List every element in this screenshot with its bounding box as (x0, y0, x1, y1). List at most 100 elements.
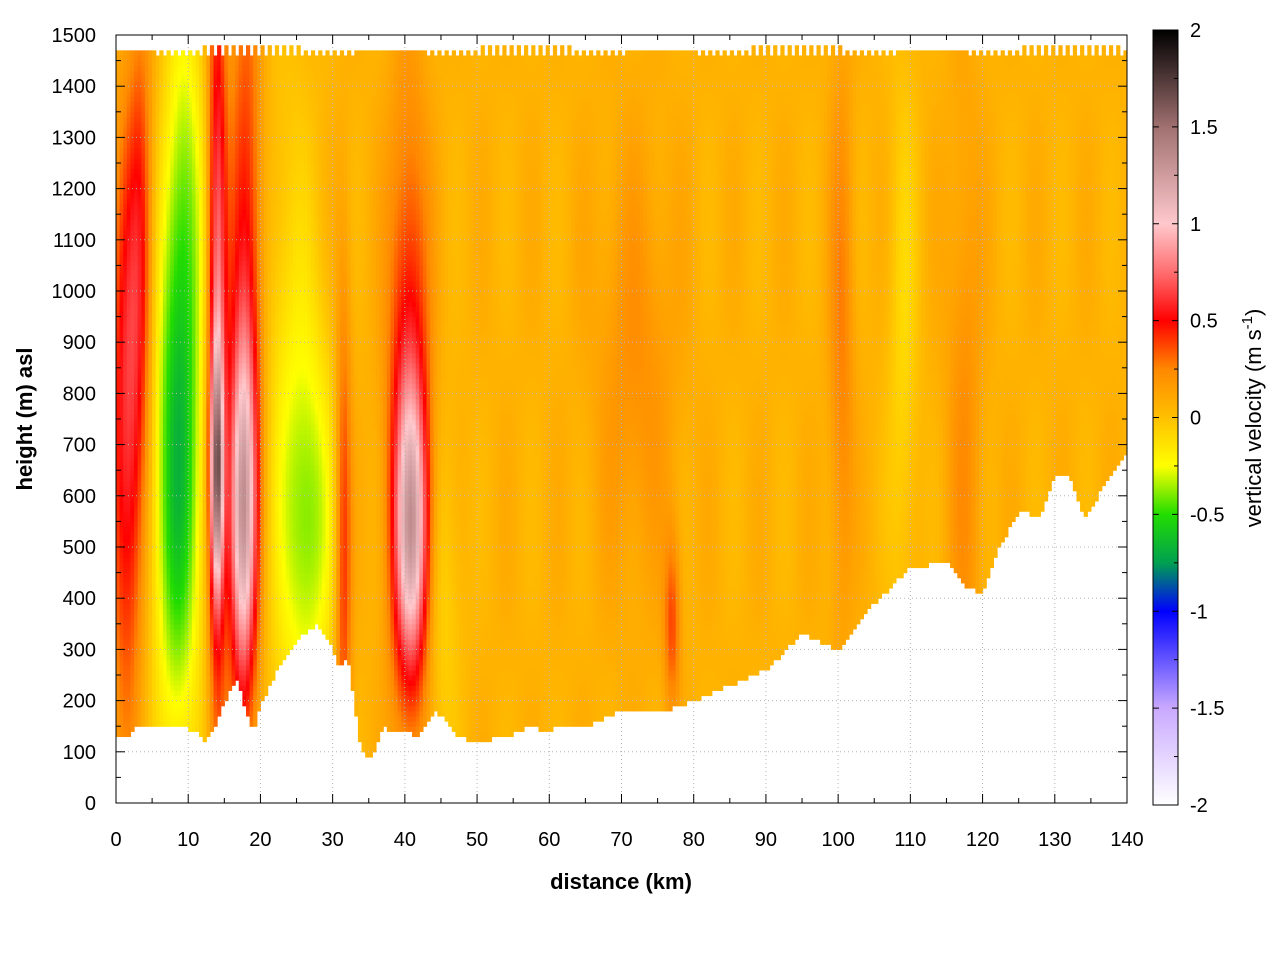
heatmap-cell (155, 398, 160, 405)
heatmap-cell (141, 628, 146, 635)
heatmap-cell (162, 465, 168, 471)
heatmap-cell (245, 193, 251, 200)
heatmap-cell (116, 50, 121, 57)
heatmap-cell (137, 531, 142, 538)
heatmap-cell (119, 511, 124, 517)
heatmap-cell (159, 65, 164, 72)
heatmap-cell (166, 485, 171, 492)
heatmap-cell (126, 316, 132, 323)
heatmap-cell (199, 552, 204, 558)
heatmap-cell (134, 470, 139, 476)
heatmap-cell (231, 675, 236, 681)
heatmap-cell (162, 649, 168, 656)
heatmap-cell (134, 250, 139, 256)
heatmap-cell (116, 60, 121, 67)
heatmap-cell (188, 419, 193, 425)
heatmap-cell (231, 296, 236, 302)
heatmap-cell (137, 311, 142, 318)
heatmap-cell (130, 516, 135, 522)
heatmap-cell (123, 490, 128, 497)
heatmap-cell (137, 306, 142, 313)
heatmap-cell (180, 132, 186, 138)
heatmap-cell (213, 173, 218, 179)
heatmap-cell (191, 296, 197, 302)
heatmap-cell (130, 710, 135, 717)
heatmap-cell (184, 685, 189, 691)
heatmap-cell (144, 398, 150, 405)
heatmap-cell (249, 608, 254, 615)
heatmap-cell (206, 495, 211, 502)
heatmap-cell (220, 101, 225, 108)
heatmap-cell (152, 552, 157, 558)
heatmap-cell (159, 383, 164, 389)
heatmap-cell (159, 193, 164, 200)
heatmap-cell (191, 511, 197, 517)
heatmap-cell (116, 618, 121, 625)
heatmap-cell (141, 475, 146, 482)
heatmap-cell (242, 111, 247, 118)
heatmap-cell (159, 203, 164, 210)
heatmap-cell (159, 572, 164, 579)
heatmap-cell (166, 219, 171, 226)
heatmap-cell (159, 408, 164, 415)
heatmap-cell (184, 260, 189, 266)
heatmap-cell (148, 454, 153, 461)
heatmap-cell (152, 685, 157, 691)
heatmap-cell (130, 132, 135, 138)
heatmap-cell (137, 367, 142, 374)
heatmap-cell (217, 536, 222, 543)
heatmap-cell (249, 198, 254, 205)
heatmap-cell (119, 116, 124, 123)
heatmap-cell (159, 634, 164, 640)
heatmap-cell (209, 680, 215, 686)
heatmap-cell (155, 347, 160, 354)
heatmap-cell (235, 357, 240, 364)
heatmap-cell (170, 480, 175, 487)
heatmap-cell (144, 250, 150, 256)
heatmap-cell (217, 152, 222, 159)
heatmap-cell (209, 45, 215, 51)
heatmap-cell (209, 337, 215, 343)
heatmap-cell (217, 75, 222, 82)
heatmap-cell (191, 321, 197, 328)
heatmap-cell (162, 521, 168, 528)
heatmap-cell (209, 250, 215, 256)
heatmap-cell (166, 311, 171, 318)
heatmap-cell (126, 700, 132, 707)
heatmap-cell (166, 142, 171, 149)
heatmap-cell (245, 634, 251, 640)
heatmap-cell (141, 444, 146, 451)
heatmap-cell (202, 736, 207, 743)
heatmap-cell (224, 101, 229, 108)
heatmap-cell (152, 413, 157, 420)
heatmap-cell (173, 639, 178, 645)
heatmap-cell (227, 203, 233, 210)
heatmap-cell (137, 280, 142, 287)
heatmap-cell (177, 634, 182, 640)
heatmap-cell (238, 577, 243, 584)
heatmap-cell (209, 521, 215, 528)
heatmap-cell (245, 362, 251, 369)
heatmap-cell (170, 454, 175, 461)
heatmap-cell (130, 429, 135, 435)
heatmap-cell (242, 157, 247, 164)
heatmap-cell (245, 229, 251, 236)
heatmap-cell (177, 403, 182, 410)
heatmap-cell (245, 470, 251, 476)
heatmap-cell (227, 541, 233, 548)
heatmap-cell (209, 577, 215, 584)
heatmap-cell (159, 209, 164, 215)
heatmap-cell (227, 163, 233, 169)
heatmap-cell (134, 664, 139, 671)
heatmap-cell (177, 203, 182, 210)
heatmap-cell (231, 424, 236, 430)
heatmap-cell (170, 316, 175, 323)
heatmap-cell (199, 168, 204, 174)
heatmap-cell (217, 393, 222, 400)
heatmap-cell (235, 649, 240, 656)
heatmap-cell (224, 388, 229, 394)
heatmap-cell (119, 152, 124, 159)
heatmap-cell (137, 680, 142, 686)
heatmap-cell (155, 244, 160, 251)
heatmap-cell (134, 265, 139, 272)
